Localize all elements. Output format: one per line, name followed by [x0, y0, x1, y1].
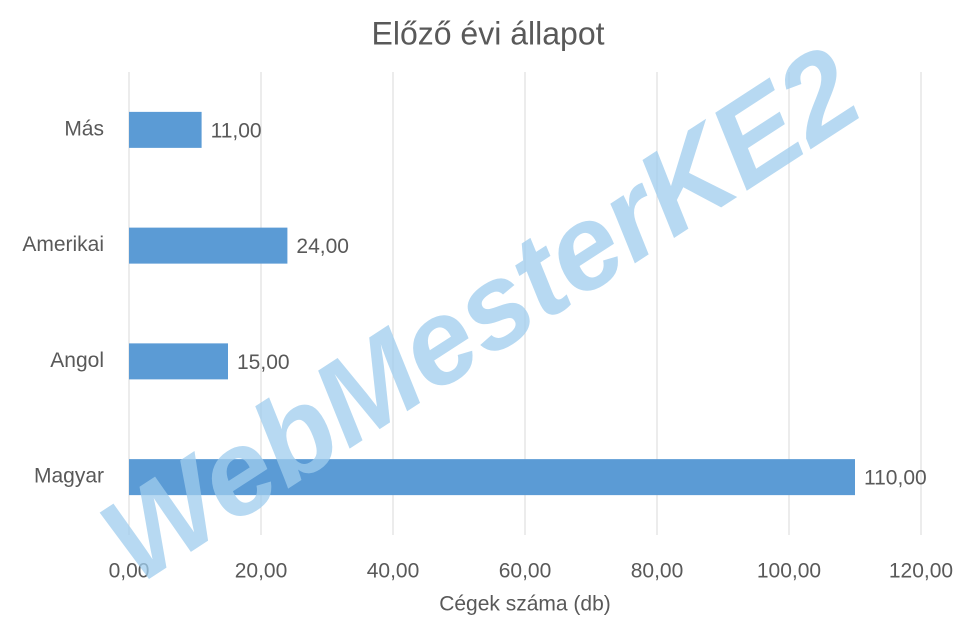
bar [129, 227, 288, 264]
value-label: 11,00 [211, 119, 262, 142]
x-tick-label: 40,00 [367, 560, 420, 583]
x-tick-label: 100,00 [757, 560, 821, 583]
x-tick-label: 20,00 [235, 560, 288, 583]
bar [129, 459, 855, 496]
x-tick-label: 80,00 [631, 560, 684, 583]
y-tick-label: Magyar [34, 465, 104, 488]
x-tick-label: 120,00 [889, 560, 953, 583]
y-tick-label: Más [64, 117, 104, 140]
chart-title: Előző évi állapot [371, 15, 604, 51]
x-axis-title: Cégek száma (db) [439, 593, 611, 616]
value-label: 24,00 [296, 235, 349, 258]
bar [129, 111, 202, 148]
plot-area: 0,00 20,00 40,00 60,00 80,00 100,00 120,00 Más 1… [22, 72, 953, 583]
y-tick-label: Angol [50, 349, 104, 372]
x-tick-label: 0,00 [109, 560, 150, 583]
x-tick-label: 60,00 [499, 560, 552, 583]
y-tick-label: Amerikai [22, 233, 104, 256]
bar [129, 343, 228, 380]
value-label: 110,00 [864, 467, 927, 490]
value-label: 15,00 [237, 351, 290, 374]
watermark: WebMesterKE2 [78, 21, 882, 608]
